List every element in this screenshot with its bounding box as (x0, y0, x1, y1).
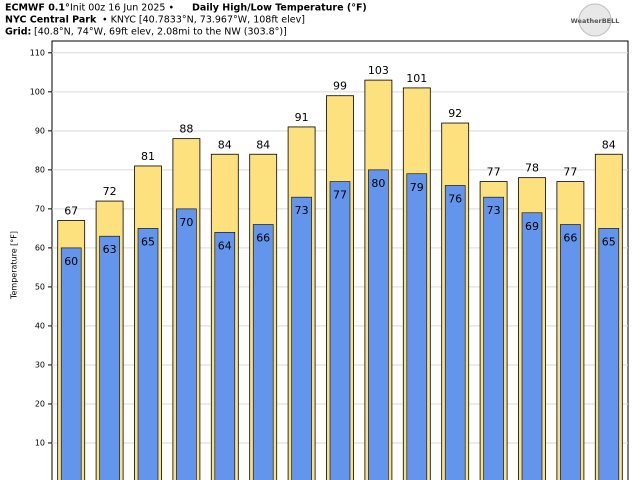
high-label: 81 (141, 150, 155, 163)
y-tick-label: 90 (35, 126, 45, 135)
low-bar (60, 247, 82, 480)
high-label: 99 (333, 80, 347, 93)
high-label: 77 (487, 166, 501, 179)
low-bar (406, 173, 428, 480)
high-label: 103 (368, 64, 389, 77)
y-tick-label: 40 (35, 321, 45, 330)
y-tick-label: 80 (35, 165, 45, 174)
header-init: Init 00z 16 Jun 2025 • (70, 3, 174, 14)
high-label: 84 (256, 138, 270, 151)
low-bar (444, 185, 466, 480)
low-bar (99, 235, 120, 480)
low-label: 73 (487, 204, 501, 217)
low-label: 66 (256, 231, 270, 244)
low-label: 65 (141, 235, 155, 248)
low-bar (214, 231, 236, 480)
low-label: 70 (179, 216, 193, 229)
low-bar (368, 169, 389, 480)
low-bar (329, 181, 351, 480)
low-label: 76 (448, 192, 462, 205)
high-label: 91 (295, 111, 309, 124)
high-label: 67 (64, 205, 78, 218)
header-grid: Grid: (5, 27, 31, 38)
low-bar (521, 212, 543, 480)
y-tick-label: 70 (35, 204, 45, 213)
low-bar (252, 224, 274, 480)
low-bar (560, 224, 581, 480)
low-bar (137, 228, 159, 480)
header-station: NYC Central Park (5, 15, 97, 26)
low-bar (483, 196, 504, 480)
low-label: 73 (295, 204, 309, 217)
low-bar (598, 228, 620, 480)
header-station-info: • KNYC [40.7833°N, 73.967°W, 108ft elev] (102, 15, 305, 26)
low-label: 79 (410, 181, 424, 194)
high-label: 92 (448, 107, 462, 120)
low-label: 66 (563, 231, 577, 244)
y-tick-label: 10 (35, 438, 45, 447)
logo-globe (578, 3, 612, 37)
header-model: ECMWF 0.1° (5, 3, 70, 14)
y-tick-label: 110 (30, 48, 45, 57)
y-tick-label: 100 (30, 87, 45, 96)
high-label: 78 (525, 162, 539, 175)
header-title: Daily High/Low Temperature (°F) (192, 3, 367, 14)
high-label: 72 (103, 185, 117, 198)
y-tick-label: 60 (35, 243, 45, 252)
high-label: 84 (602, 138, 616, 151)
low-label: 64 (218, 239, 232, 252)
low-label: 65 (602, 235, 616, 248)
low-bar (291, 196, 312, 480)
y-tick-label: 20 (35, 399, 45, 408)
header-grid-info: [40.8°N, 74°W, 69ft elev, 2.08mi to the … (34, 27, 287, 38)
low-label: 77 (333, 189, 347, 202)
y-tick-label: 30 (35, 360, 45, 369)
y-tick-label: 50 (35, 282, 45, 291)
low-label: 80 (371, 177, 385, 190)
low-label: 63 (103, 243, 117, 256)
high-label: 77 (563, 166, 577, 179)
low-label: 69 (525, 220, 539, 233)
low-label: 60 (64, 255, 78, 268)
high-label: 88 (179, 123, 193, 136)
high-label: 101 (406, 72, 427, 85)
low-bar (176, 208, 197, 480)
logo: WeatherBELL (571, 17, 620, 25)
high-label: 84 (218, 138, 232, 151)
y-axis-label: Temperature [°F] (10, 231, 19, 300)
